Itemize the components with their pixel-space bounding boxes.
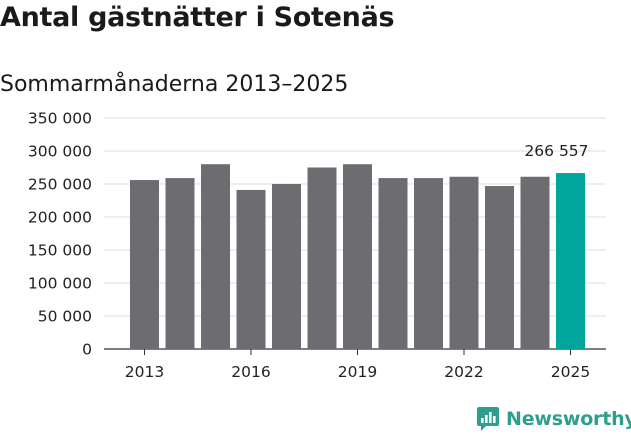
bar-2021: [414, 178, 443, 349]
y-tick-label: 0: [82, 341, 92, 359]
brand-name: Newsworthy: [506, 408, 631, 430]
newsworthy-logo-icon: [477, 407, 499, 431]
x-tick-label: 2016: [231, 363, 270, 381]
x-tick-label: 2022: [444, 363, 483, 381]
chart-title: Antal gästnätter i Sotenäs: [0, 2, 395, 33]
bar-2014: [165, 178, 195, 349]
bar-2023: [485, 185, 514, 349]
data-label: 266 557: [524, 142, 588, 160]
y-tick-label: 350 000: [28, 110, 92, 128]
bar-2025: [556, 173, 585, 349]
newsworthy-logo: Newsworthy: [476, 406, 631, 432]
bar-2018: [307, 167, 337, 349]
y-tick-label: 150 000: [28, 242, 92, 260]
y-tick-label: 50 000: [38, 308, 92, 326]
chart-subtitle: Sommarmånaderna 2013–2025: [0, 72, 349, 97]
bar-2016: [236, 189, 266, 349]
y-tick-label: 100 000: [28, 275, 92, 293]
axis-labels: 0 50 000 100 000 150 000 200 000 250 000 300 0…: [28, 110, 590, 382]
bars: [130, 164, 585, 349]
bar-2019: [343, 164, 372, 349]
y-tick-label: 250 000: [28, 176, 92, 194]
x-tick-label: 2025: [551, 363, 590, 381]
bar-2017: [272, 184, 301, 349]
y-tick-label: 200 000: [28, 209, 92, 227]
bar-2020: [378, 178, 408, 349]
bar-2022: [449, 176, 479, 349]
bar-2015: [201, 164, 230, 349]
x-tick-label: 2019: [338, 363, 377, 381]
bar-2013: [130, 180, 159, 349]
bar-2024: [520, 176, 550, 349]
x-tick-label: 2013: [125, 363, 164, 381]
y-tick-label: 300 000: [28, 143, 92, 161]
